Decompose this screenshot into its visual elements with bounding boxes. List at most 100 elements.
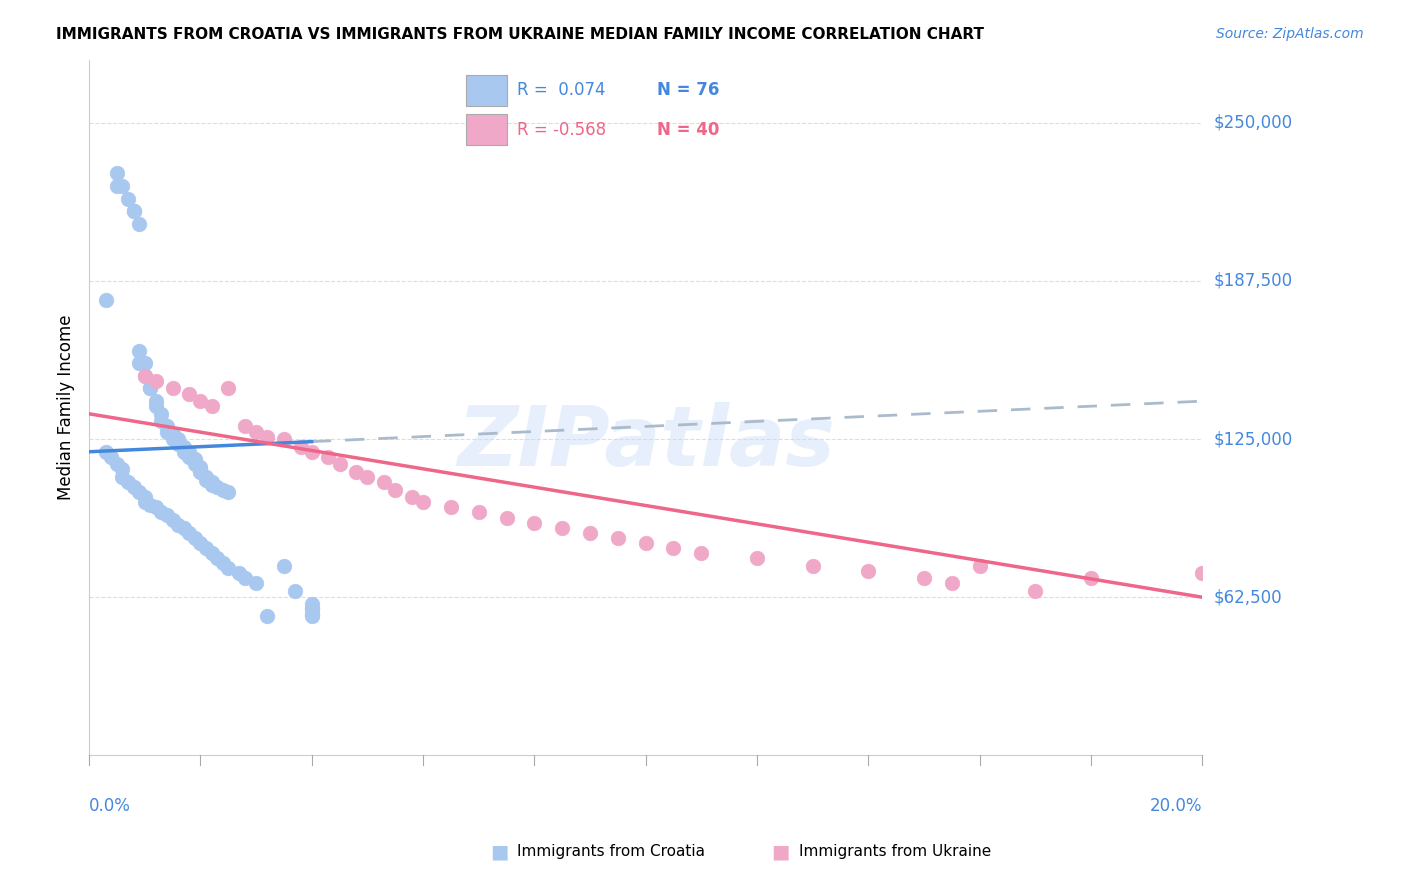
- Point: [440, 500, 463, 515]
- Point: [200, 477, 222, 491]
- Point: [111, 179, 134, 194]
- Point: [245, 425, 267, 439]
- Point: [173, 444, 195, 458]
- Point: [150, 506, 173, 520]
- Point: [256, 609, 278, 624]
- Point: [1080, 571, 1102, 585]
- Text: Immigrants from Ukraine: Immigrants from Ukraine: [799, 845, 991, 859]
- Point: [467, 506, 489, 520]
- Point: [969, 558, 991, 573]
- Point: [217, 561, 239, 575]
- Text: ZIPatlas: ZIPatlas: [457, 401, 835, 483]
- Point: [205, 551, 228, 566]
- Point: [94, 444, 117, 458]
- Point: [167, 518, 190, 533]
- Point: [1191, 566, 1213, 581]
- Point: [606, 531, 628, 545]
- Point: [184, 531, 207, 545]
- Point: [173, 440, 195, 454]
- Point: [284, 583, 307, 598]
- Point: [301, 601, 323, 615]
- Text: 20.0%: 20.0%: [1150, 797, 1202, 815]
- Point: [105, 458, 128, 472]
- Point: [122, 204, 145, 219]
- Point: [117, 475, 139, 489]
- Point: [179, 525, 201, 540]
- Point: [217, 485, 239, 500]
- Point: [200, 399, 222, 413]
- Point: [523, 516, 546, 530]
- Point: [912, 571, 935, 585]
- Point: [184, 458, 207, 472]
- Point: [801, 558, 824, 573]
- Point: [344, 465, 367, 479]
- Point: [134, 368, 156, 383]
- Point: [194, 470, 217, 484]
- Point: [122, 204, 145, 219]
- Text: Immigrants from Croatia: Immigrants from Croatia: [517, 845, 706, 859]
- Point: [256, 429, 278, 443]
- Point: [211, 483, 233, 497]
- Point: [145, 394, 167, 409]
- Point: [384, 483, 406, 497]
- Point: [301, 601, 323, 615]
- Point: [122, 480, 145, 494]
- Point: [858, 564, 880, 578]
- Point: [273, 432, 295, 446]
- Point: [205, 480, 228, 494]
- Point: [128, 356, 150, 370]
- Point: [179, 450, 201, 464]
- Point: [167, 432, 190, 446]
- Point: [156, 508, 179, 522]
- Point: [190, 536, 212, 550]
- Text: 0.0%: 0.0%: [89, 797, 131, 815]
- Point: [1024, 583, 1046, 598]
- Point: [233, 571, 256, 585]
- Point: [162, 427, 184, 442]
- Point: [139, 382, 162, 396]
- Point: [551, 521, 574, 535]
- Point: [190, 394, 212, 409]
- Point: [162, 432, 184, 446]
- Point: [290, 440, 312, 454]
- Point: [139, 382, 162, 396]
- Point: [228, 566, 250, 581]
- Point: [690, 546, 713, 560]
- Point: [150, 407, 173, 421]
- Point: [139, 498, 162, 512]
- Point: [162, 382, 184, 396]
- Point: [200, 475, 222, 489]
- Point: [194, 473, 217, 487]
- Point: [117, 192, 139, 206]
- Point: [745, 551, 768, 566]
- Point: [184, 452, 207, 467]
- Text: IMMIGRANTS FROM CROATIA VS IMMIGRANTS FROM UKRAINE MEDIAN FAMILY INCOME CORRELAT: IMMIGRANTS FROM CROATIA VS IMMIGRANTS FR…: [56, 27, 984, 42]
- Point: [245, 576, 267, 591]
- Point: [134, 368, 156, 383]
- Point: [179, 444, 201, 458]
- Point: [301, 597, 323, 611]
- Text: ■: ■: [770, 842, 790, 862]
- Point: [356, 470, 378, 484]
- Point: [128, 217, 150, 231]
- Point: [156, 425, 179, 439]
- Point: [162, 513, 184, 527]
- Point: [273, 558, 295, 573]
- Point: [412, 495, 434, 509]
- Point: [190, 462, 212, 476]
- Point: [318, 450, 340, 464]
- Point: [634, 536, 657, 550]
- Text: $62,500: $62,500: [1213, 588, 1282, 607]
- Y-axis label: Median Family Income: Median Family Income: [58, 315, 75, 500]
- Point: [194, 541, 217, 555]
- Point: [662, 541, 685, 555]
- Point: [145, 374, 167, 388]
- Point: [301, 444, 323, 458]
- Point: [200, 546, 222, 560]
- Point: [579, 525, 602, 540]
- Point: [156, 419, 179, 434]
- Point: [145, 399, 167, 413]
- Text: $125,000: $125,000: [1213, 430, 1292, 448]
- Point: [145, 500, 167, 515]
- Point: [190, 459, 212, 474]
